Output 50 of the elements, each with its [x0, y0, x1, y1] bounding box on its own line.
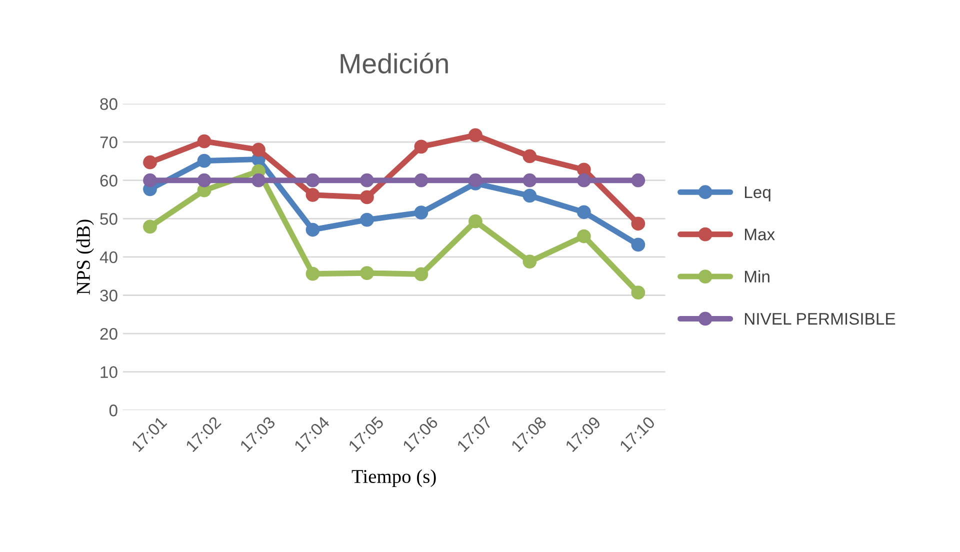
point — [143, 173, 157, 188]
point — [414, 206, 428, 220]
point — [360, 173, 374, 188]
chart-title: Medición — [340, 52, 448, 74]
legend-label: Leq — [744, 186, 770, 202]
point — [360, 266, 374, 280]
point — [522, 254, 537, 268]
legend-label: Min — [744, 270, 770, 282]
point — [306, 222, 320, 237]
point — [576, 205, 591, 220]
legend-label: NIVEL PERMISIBLE — [744, 312, 896, 325]
y-tick-label: 50 — [100, 213, 118, 225]
point — [143, 220, 157, 234]
point — [631, 216, 646, 231]
point — [522, 173, 537, 188]
legend-label: Max — [744, 228, 775, 240]
point — [468, 128, 482, 142]
y-tick-label: 60 — [100, 174, 118, 187]
point — [197, 173, 212, 188]
y-tick-label: 20 — [100, 328, 118, 340]
point — [631, 286, 646, 300]
point — [306, 173, 320, 188]
point — [252, 173, 266, 188]
point — [143, 155, 157, 170]
y-tick-label: 80 — [100, 98, 118, 110]
point — [360, 190, 374, 204]
point — [522, 149, 537, 164]
y-axis-title: NPS (dB) — [76, 220, 94, 294]
point — [197, 154, 212, 168]
point — [631, 173, 646, 188]
point — [414, 173, 428, 188]
point — [306, 188, 320, 202]
x-axis-title: Tiempo (s) — [352, 469, 436, 487]
point — [468, 214, 482, 228]
point — [522, 188, 537, 203]
point — [414, 267, 428, 282]
point — [468, 173, 482, 188]
point — [631, 238, 646, 252]
point — [197, 134, 212, 148]
point — [576, 173, 591, 188]
point — [306, 266, 320, 281]
point — [252, 142, 266, 157]
y-tick-label: 40 — [100, 251, 118, 264]
y-tick-label: 70 — [100, 136, 118, 148]
y-tick-label: 0 — [109, 404, 118, 416]
y-tick-label: 30 — [100, 290, 118, 302]
point — [576, 229, 591, 244]
y-tick-label: 10 — [100, 366, 118, 378]
point — [414, 140, 428, 154]
point — [360, 212, 374, 227]
